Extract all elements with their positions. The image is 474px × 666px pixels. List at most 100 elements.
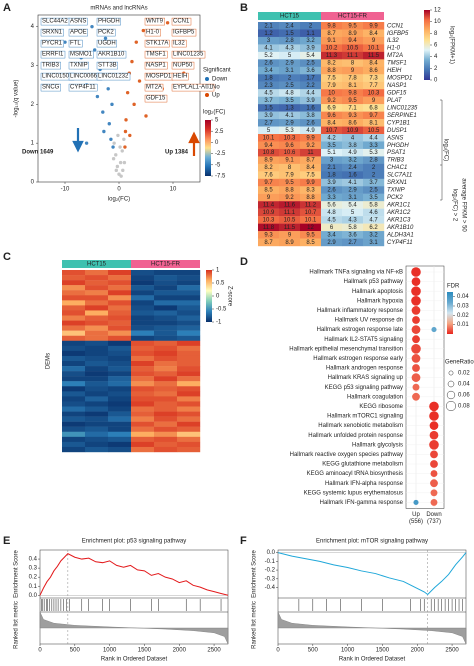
- cell-value: 10.1: [263, 135, 275, 141]
- gene-label-box: [96, 61, 118, 70]
- point: [93, 48, 97, 52]
- pathway-label: KEGG ribosome: [359, 404, 403, 410]
- x-tick-label: 1500: [376, 648, 390, 654]
- point: [102, 129, 106, 134]
- cell-value: 7.5: [327, 76, 336, 82]
- arrow: [188, 131, 200, 156]
- y-tick-label: -0.4: [265, 585, 276, 591]
- cell-value: 9.9: [306, 180, 315, 186]
- heatmap-cell: [300, 178, 322, 187]
- cell-value: 6.9: [327, 105, 336, 111]
- heatmap-cell: [258, 126, 280, 135]
- heatmap-cell: [300, 59, 322, 67]
- colorbar: [205, 120, 211, 176]
- gene-label: PHGDH: [98, 19, 120, 25]
- metric-area: [39, 611, 229, 645]
- heatmap-cell: [85, 396, 109, 402]
- heatmap-cell: [131, 441, 155, 448]
- cell-value: 8.6: [348, 120, 357, 126]
- row-label: CYP4F11: [387, 240, 413, 246]
- heatmap-cell: [300, 186, 322, 194]
- heatmap-cell: [363, 89, 385, 97]
- heatmap-cell: [108, 381, 132, 387]
- heatmap-cell: [363, 29, 385, 38]
- point: [130, 59, 134, 64]
- group-label: HCT15: [280, 14, 300, 20]
- cell-value: 2.6: [264, 61, 273, 67]
- heatmap-cell: [108, 441, 132, 448]
- row-label: PHGDH: [387, 143, 409, 149]
- gene-label-box: [144, 39, 170, 48]
- heatmap-cell: [62, 345, 86, 352]
- point: [132, 102, 136, 107]
- heatmap-cell: [258, 186, 280, 194]
- heatmap-cell: [62, 376, 86, 382]
- cell-value: 9.3: [264, 232, 273, 238]
- cell-value: 3.7: [264, 98, 273, 104]
- heatmap-cell: [321, 186, 343, 194]
- cell-value: 10.8: [263, 150, 275, 156]
- heatmap-cell: [85, 386, 109, 392]
- cell-value: 10.1: [305, 217, 317, 223]
- heatmap-cell: [279, 141, 301, 150]
- heatmap-cell: [85, 366, 109, 372]
- cell-value: 7.9: [327, 83, 336, 89]
- row-label: HEIH: [387, 68, 402, 74]
- heatmap-cell: [154, 335, 178, 341]
- heatmap-cell: [363, 156, 385, 165]
- heatmap-cell: [258, 193, 280, 202]
- heatmap-cell: [300, 36, 322, 45]
- x-axis-label: log₂(FC): [108, 197, 130, 203]
- cell-value: 7.3: [369, 76, 378, 82]
- heatmap-cell: [131, 295, 155, 301]
- colorbar-label: 6: [434, 43, 438, 49]
- cell-value: 2.4: [348, 165, 357, 171]
- heatmap-cell: [108, 416, 132, 422]
- heatmap-cell: [342, 134, 364, 142]
- cell-value: 8.2: [264, 165, 273, 171]
- heatmap-cell: [108, 431, 132, 438]
- heatmap-cell: [342, 163, 364, 172]
- heatmap-cell: [108, 436, 132, 443]
- point: [114, 153, 118, 157]
- cell-value: 2.9: [285, 120, 294, 126]
- point: [141, 28, 145, 33]
- y-tick-label: 0.1: [29, 584, 38, 590]
- heatmap-cell: [177, 330, 201, 336]
- heatmap-cell: [177, 411, 201, 417]
- point: [120, 149, 124, 153]
- cell-value: 8.4: [369, 31, 378, 37]
- heatmap-cell: [342, 238, 364, 247]
- heatmap-cell: [300, 111, 322, 120]
- heatmap-cell: [131, 431, 155, 438]
- heatmap-cell: [131, 285, 155, 291]
- heatmap-cell: [321, 44, 343, 53]
- heatmap-cell: [62, 355, 86, 362]
- cell-value: 2.3: [264, 83, 273, 89]
- heatmap-cell: [363, 231, 385, 239]
- pathway-label: Hallmark unfolded protein response: [308, 433, 403, 439]
- heatmap-cell: [342, 89, 364, 97]
- cell-value: 2.9: [285, 61, 294, 67]
- heatmap-cell: [177, 270, 201, 276]
- chart-title: mRNAs and lncRNAs: [90, 6, 147, 12]
- cell-value: 9.3: [348, 113, 357, 119]
- cell-value: 3.9: [306, 98, 315, 104]
- cell-value: 1.6: [306, 105, 315, 111]
- colorbar-label: 0.02: [457, 313, 469, 319]
- heatmap-cell: [258, 223, 280, 232]
- heatmap-cell: [321, 208, 343, 217]
- y-axis-label: Ranked list metric: [14, 601, 20, 649]
- gene-label-box: [144, 17, 165, 26]
- cell-value: 11.5: [284, 225, 296, 231]
- gene-label: SNCG: [42, 85, 60, 91]
- cell-value: 4.5: [327, 217, 336, 223]
- cell-value: 1.8: [327, 173, 336, 179]
- heatmap-cell: [279, 74, 301, 82]
- heatmap-cell: [62, 416, 86, 422]
- heatmap-cell: [131, 310, 155, 316]
- annotation: Up 1384: [165, 150, 189, 156]
- legend-swatch: [205, 85, 209, 89]
- dot: [430, 489, 438, 497]
- dot: [411, 267, 421, 277]
